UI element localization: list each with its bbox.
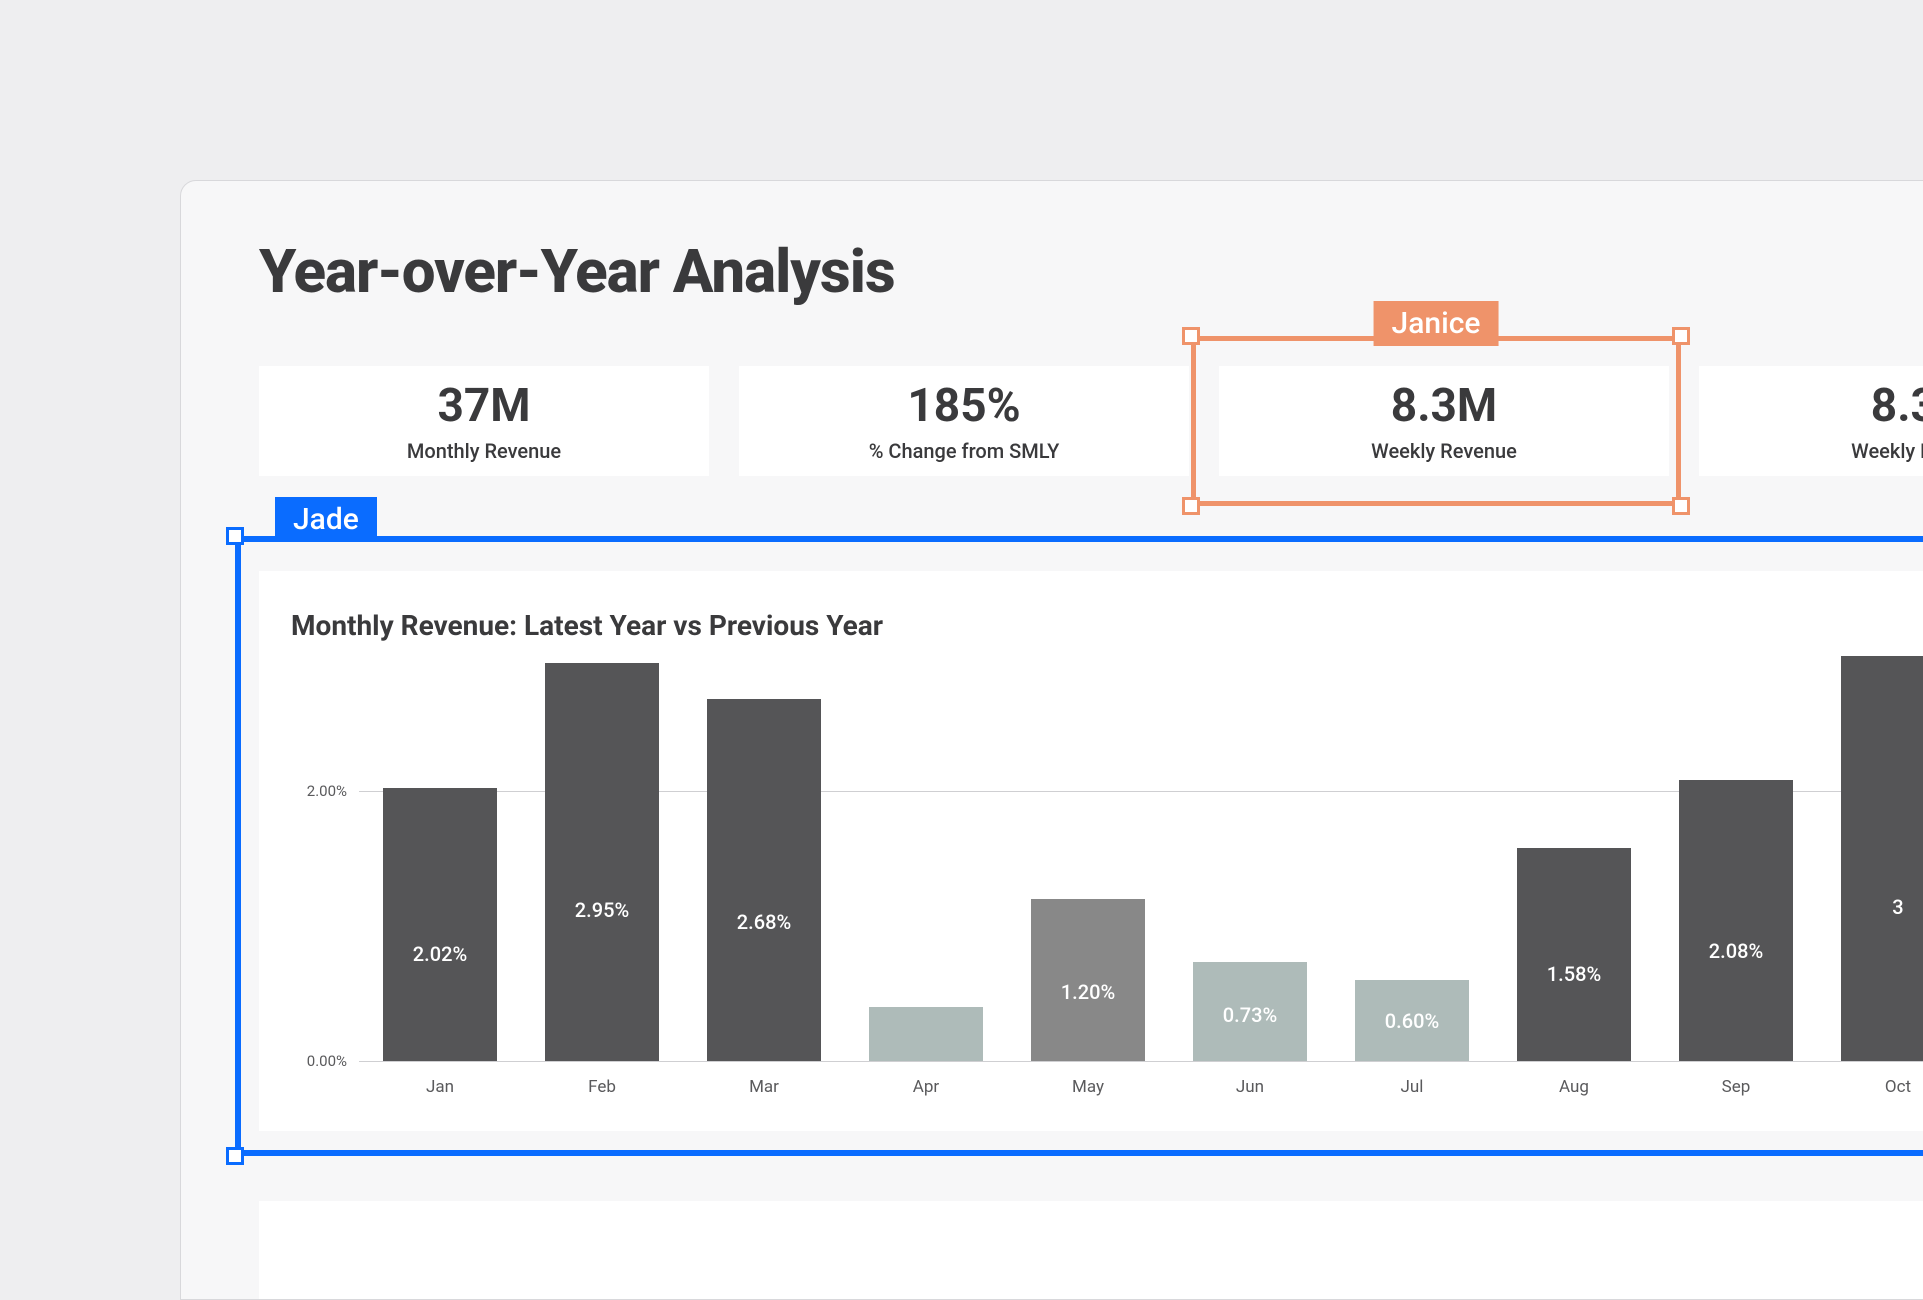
- chart-gridline: [359, 1061, 1923, 1062]
- kpi-value: 8.3M: [1871, 379, 1923, 433]
- chart-plot-area: 0.00%2.00%2.02%Jan2.95%Feb2.68%MarApr1.2…: [359, 656, 1923, 1061]
- kpi-value: 8.3M: [1391, 379, 1497, 433]
- chart-bar[interactable]: 2.08%: [1679, 780, 1792, 1061]
- chart-x-tick: Jul: [1401, 1077, 1424, 1097]
- selection-handle[interactable]: [1672, 327, 1690, 345]
- chart-x-tick: May: [1072, 1077, 1104, 1097]
- chart-bar[interactable]: 3: [1841, 656, 1923, 1061]
- chart-bar-label: 2.95%: [545, 898, 658, 922]
- kpi-row: 37M Monthly Revenue 185% % Change from S…: [259, 366, 1923, 476]
- chart-x-tick: Sep: [1722, 1077, 1751, 1097]
- chart-bar-label: 0.73%: [1193, 1003, 1306, 1027]
- chart-bar-label: 1.58%: [1517, 962, 1630, 986]
- selection-handle[interactable]: [1672, 497, 1690, 515]
- selection-handle[interactable]: [226, 1147, 244, 1165]
- chart-x-tick: Mar: [749, 1077, 779, 1097]
- chart-x-tick: Apr: [913, 1077, 939, 1097]
- chart-panel-product-performance[interactable]: Product Performance by Month: This Year …: [259, 1201, 1923, 1300]
- chart-bar-label: 1.20%: [1031, 980, 1144, 1004]
- chart-x-tick: Aug: [1559, 1077, 1589, 1097]
- kpi-weekly-revenue[interactable]: 8.3M Weekly Revenue: [1219, 366, 1669, 476]
- chart-x-tick: Jun: [1236, 1077, 1264, 1097]
- chart-bar-label: 2.68%: [707, 910, 820, 934]
- chart-bar-label: 0.60%: [1355, 1009, 1468, 1033]
- chart-x-tick: Oct: [1885, 1077, 1911, 1097]
- chart-bar[interactable]: 0.60%: [1355, 980, 1468, 1061]
- chart-panel-monthly-revenue[interactable]: Monthly Revenue: Latest Year vs Previous…: [259, 571, 1923, 1131]
- dashboard-window: Year-over-Year Analysis 37M Monthly Reve…: [180, 180, 1923, 1300]
- kpi-label: Monthly Revenue: [407, 439, 561, 463]
- kpi-monthly-revenue[interactable]: 37M Monthly Revenue: [259, 366, 709, 476]
- kpi-label: % Change from SMLY: [869, 439, 1060, 463]
- chart-bar[interactable]: 2.68%: [707, 699, 820, 1061]
- kpi-label: Weekly Revenue: [1371, 439, 1517, 463]
- kpi-pct-change-smly[interactable]: 185% % Change from SMLY: [739, 366, 1189, 476]
- chart-bar-label: 3: [1841, 895, 1923, 919]
- chart-bar[interactable]: 0.73%: [1193, 962, 1306, 1061]
- kpi-label: Weekly Revenue: [1851, 439, 1923, 463]
- selection-handle[interactable]: [1182, 327, 1200, 345]
- page-title: Year-over-Year Analysis: [259, 236, 895, 307]
- chart-y-tick: 0.00%: [307, 1052, 347, 1070]
- kpi-weekly-revenue-2[interactable]: 8.3M Weekly Revenue: [1699, 366, 1923, 476]
- chart-x-tick: Jan: [426, 1077, 454, 1097]
- chart-bar-label: 2.08%: [1679, 939, 1792, 963]
- chart-bar-label: 2.02%: [383, 942, 496, 966]
- selection-user-tag: Jade: [275, 497, 377, 542]
- chart-title: Monthly Revenue: Latest Year vs Previous…: [291, 609, 883, 642]
- chart-bar[interactable]: 2.95%: [545, 663, 658, 1061]
- selection-user-tag: Janice: [1374, 301, 1499, 346]
- kpi-value: 37M: [437, 379, 530, 433]
- chart-bar[interactable]: [869, 1007, 982, 1061]
- selection-handle[interactable]: [1182, 497, 1200, 515]
- chart-y-tick: 2.00%: [307, 782, 347, 800]
- chart-bar[interactable]: 1.20%: [1031, 899, 1144, 1061]
- chart-bar[interactable]: 1.58%: [1517, 848, 1630, 1061]
- chart-x-tick: Feb: [588, 1077, 616, 1097]
- kpi-value: 185%: [907, 379, 1020, 433]
- chart-bar[interactable]: 2.02%: [383, 788, 496, 1061]
- selection-handle[interactable]: [226, 527, 244, 545]
